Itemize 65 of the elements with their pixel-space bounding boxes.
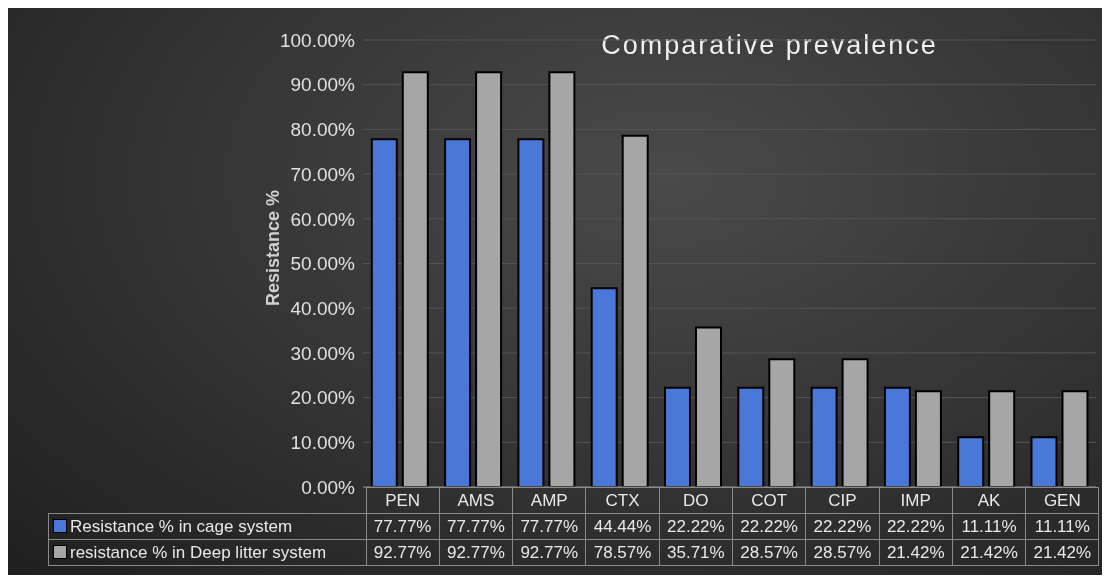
data-label: 77.77% bbox=[366, 513, 440, 540]
bar bbox=[548, 71, 576, 487]
x-tick-label: IMP bbox=[879, 487, 953, 514]
bar bbox=[1030, 436, 1058, 487]
data-label: 22.22% bbox=[805, 513, 880, 540]
data-label: 92.77% bbox=[439, 539, 513, 566]
bar bbox=[957, 436, 985, 487]
data-label: 77.77% bbox=[439, 513, 513, 540]
bar bbox=[664, 386, 691, 487]
bar bbox=[590, 287, 618, 487]
x-tick-label: AMS bbox=[439, 487, 513, 514]
bar bbox=[475, 71, 503, 487]
y-tick-label: 30.00% bbox=[290, 342, 356, 364]
x-tick-label: AMP bbox=[512, 487, 586, 514]
bar bbox=[768, 358, 796, 487]
y-tick-label: 20.00% bbox=[290, 387, 356, 409]
chart-title: Comparative prevalence bbox=[601, 30, 938, 61]
data-label: 21.42% bbox=[952, 539, 1026, 566]
x-tick-label: GEN bbox=[1025, 487, 1099, 514]
data-label: 92.77% bbox=[512, 539, 586, 566]
data-label: 78.57% bbox=[585, 539, 660, 566]
x-tick-label: DO bbox=[659, 487, 733, 514]
bar bbox=[810, 386, 838, 487]
bar bbox=[370, 138, 398, 487]
data-label: 77.77% bbox=[512, 513, 586, 540]
bar bbox=[621, 134, 649, 487]
y-tick-label: 90.00% bbox=[290, 74, 356, 96]
data-label: 11.11% bbox=[952, 513, 1026, 540]
bar bbox=[517, 138, 545, 487]
data-label: 21.42% bbox=[879, 539, 953, 566]
x-tick-label: AK bbox=[952, 487, 1026, 514]
data-label: 44.44% bbox=[585, 513, 660, 540]
data-label: 22.22% bbox=[659, 513, 733, 540]
data-label: 28.57% bbox=[732, 539, 806, 566]
x-tick-label: CIP bbox=[805, 487, 880, 514]
y-tick-label: 50.00% bbox=[290, 253, 356, 275]
y-tick-label: 80.00% bbox=[290, 119, 356, 141]
bar bbox=[444, 138, 472, 487]
y-tick-label: 70.00% bbox=[290, 163, 356, 185]
data-label: 11.11% bbox=[1025, 513, 1099, 540]
data-label: 35.71% bbox=[659, 539, 733, 566]
y-tick-label: 40.00% bbox=[290, 297, 356, 319]
legend-label: Resistance % in cage system bbox=[48, 513, 366, 540]
bar bbox=[841, 358, 869, 487]
y-tick-label: 10.00% bbox=[290, 432, 356, 454]
bar bbox=[401, 71, 429, 487]
x-tick-label: COT bbox=[732, 487, 806, 514]
bar bbox=[988, 390, 1016, 487]
bar bbox=[1061, 390, 1089, 487]
y-tick-label: 60.00% bbox=[290, 208, 356, 230]
legend-label: resistance % in Deep litter system bbox=[48, 539, 366, 566]
x-tick-label: PEN bbox=[366, 487, 440, 514]
data-label: 28.57% bbox=[805, 539, 880, 566]
bar bbox=[695, 326, 722, 487]
y-axis-title: Resistance % bbox=[262, 189, 284, 307]
data-label: 92.77% bbox=[366, 539, 440, 566]
bar bbox=[883, 386, 911, 487]
data-label: 22.22% bbox=[879, 513, 953, 540]
bar bbox=[737, 386, 765, 487]
x-tick-label: CTX bbox=[585, 487, 660, 514]
data-label: 22.22% bbox=[732, 513, 806, 540]
y-tick-label: 100.00% bbox=[279, 29, 356, 51]
bar bbox=[914, 390, 942, 487]
data-label: 21.42% bbox=[1025, 539, 1099, 566]
y-tick-label: 0.00% bbox=[301, 476, 356, 498]
